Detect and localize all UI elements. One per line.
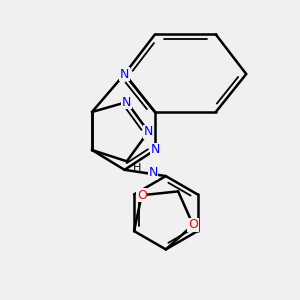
Text: N: N [122, 95, 131, 109]
Text: N: N [150, 143, 160, 157]
Text: N: N [120, 68, 129, 80]
Text: N: N [144, 125, 153, 138]
Text: O: O [137, 189, 147, 202]
Text: N: N [148, 167, 158, 179]
Text: O: O [188, 218, 198, 231]
Text: H: H [133, 163, 141, 173]
